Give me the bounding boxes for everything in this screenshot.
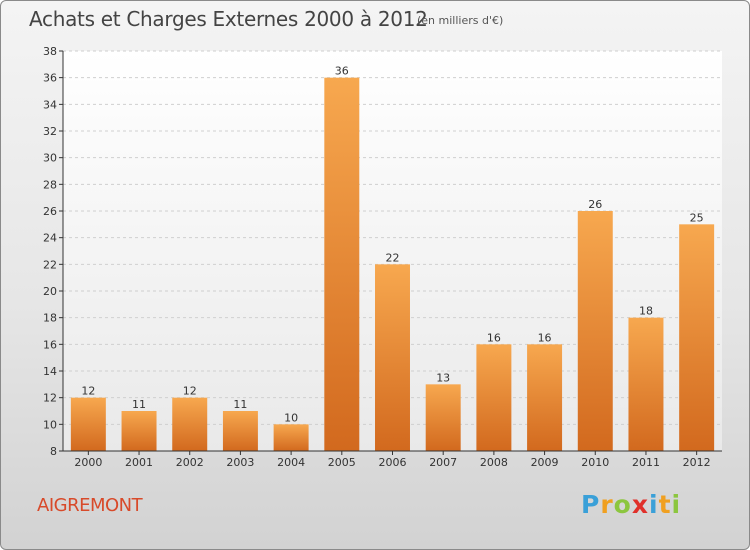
logo-letter: i (671, 490, 682, 519)
x-tick-label: 2000 (74, 456, 102, 469)
commune-name: AIGREMONT (37, 495, 143, 516)
bar-value-label: 25 (690, 211, 704, 224)
bar-value-label: 12 (183, 385, 197, 398)
x-tick-label: 2009 (531, 456, 559, 469)
y-tick-label: 32 (43, 125, 57, 138)
x-tick-label: 2002 (176, 456, 204, 469)
x-tick-label: 2007 (429, 456, 457, 469)
bar (324, 77, 360, 452)
bar (70, 397, 106, 451)
chart-title: Achats et Charges Externes 2000 à 2012 (29, 7, 428, 31)
logo-letter: P (581, 490, 601, 519)
bar (273, 424, 309, 451)
bar (628, 317, 664, 451)
y-tick-label: 36 (43, 72, 57, 85)
bar (375, 264, 410, 451)
y-tick-label: 10 (43, 418, 57, 431)
x-tick-label: 2006 (379, 456, 407, 469)
unit-note: (en milliers d'€) (417, 14, 504, 27)
bar-value-label: 16 (538, 331, 552, 344)
bar (121, 411, 157, 451)
bar (527, 344, 563, 451)
x-tick-label: 2005 (328, 456, 356, 469)
proxiti-logo: Proxiti (581, 490, 681, 519)
y-tick-label: 8 (50, 445, 57, 458)
bar-value-label: 11 (233, 398, 247, 411)
y-tick-label: 34 (43, 98, 57, 111)
x-tick-label: 2004 (277, 456, 305, 469)
y-tick-label: 16 (43, 338, 57, 351)
y-tick-label: 18 (43, 312, 57, 325)
y-tick-label: 38 (43, 45, 57, 58)
x-tick-label: 2001 (125, 456, 153, 469)
y-tick-label: 24 (43, 232, 57, 245)
bar-value-label: 10 (284, 411, 298, 424)
bars: 12 11 12 11 10 36 22 13 16 16 26 18 25 (70, 65, 715, 452)
x-tick-label: 2012 (683, 456, 711, 469)
chart-title-text: Achats et Charges Externes 2000 à 2012 (29, 7, 428, 31)
bar (222, 411, 258, 451)
bar-value-label: 22 (386, 251, 400, 264)
bar-value-label: 12 (81, 385, 95, 398)
y-tick-label: 28 (43, 178, 57, 191)
logo-letter: x (631, 490, 649, 519)
bar (679, 224, 715, 451)
bar-value-label: 11 (132, 398, 146, 411)
y-tick-label: 30 (43, 152, 57, 165)
bar-value-label: 16 (487, 331, 501, 344)
bar (476, 344, 512, 451)
bar (172, 397, 208, 451)
y-tick-label: 22 (43, 258, 57, 271)
logo-letter: o (613, 490, 632, 519)
bar (577, 211, 613, 451)
x-tick-label: 2010 (581, 456, 609, 469)
bar-value-label: 26 (588, 198, 602, 211)
logo-letter: r (600, 490, 614, 519)
logo-letter: t (658, 490, 672, 519)
bar (425, 384, 461, 451)
y-tick-label: 14 (43, 365, 57, 378)
x-tick-label: 2008 (480, 456, 508, 469)
x-tick-label: 2011 (632, 456, 660, 469)
bar-value-label: 36 (335, 65, 349, 78)
x-tick-label: 2003 (226, 456, 254, 469)
bar-value-label: 13 (436, 371, 450, 384)
axes: 8 10 12 14 16 18 20 22 24 26 28 30 32 34 36 38 2000 2001 2… (43, 45, 722, 469)
y-tick-label: 12 (43, 392, 57, 405)
y-tick-label: 20 (43, 285, 57, 298)
y-tick-label: 26 (43, 205, 57, 218)
bar-value-label: 18 (639, 305, 653, 318)
logo-letter: i (649, 490, 659, 519)
